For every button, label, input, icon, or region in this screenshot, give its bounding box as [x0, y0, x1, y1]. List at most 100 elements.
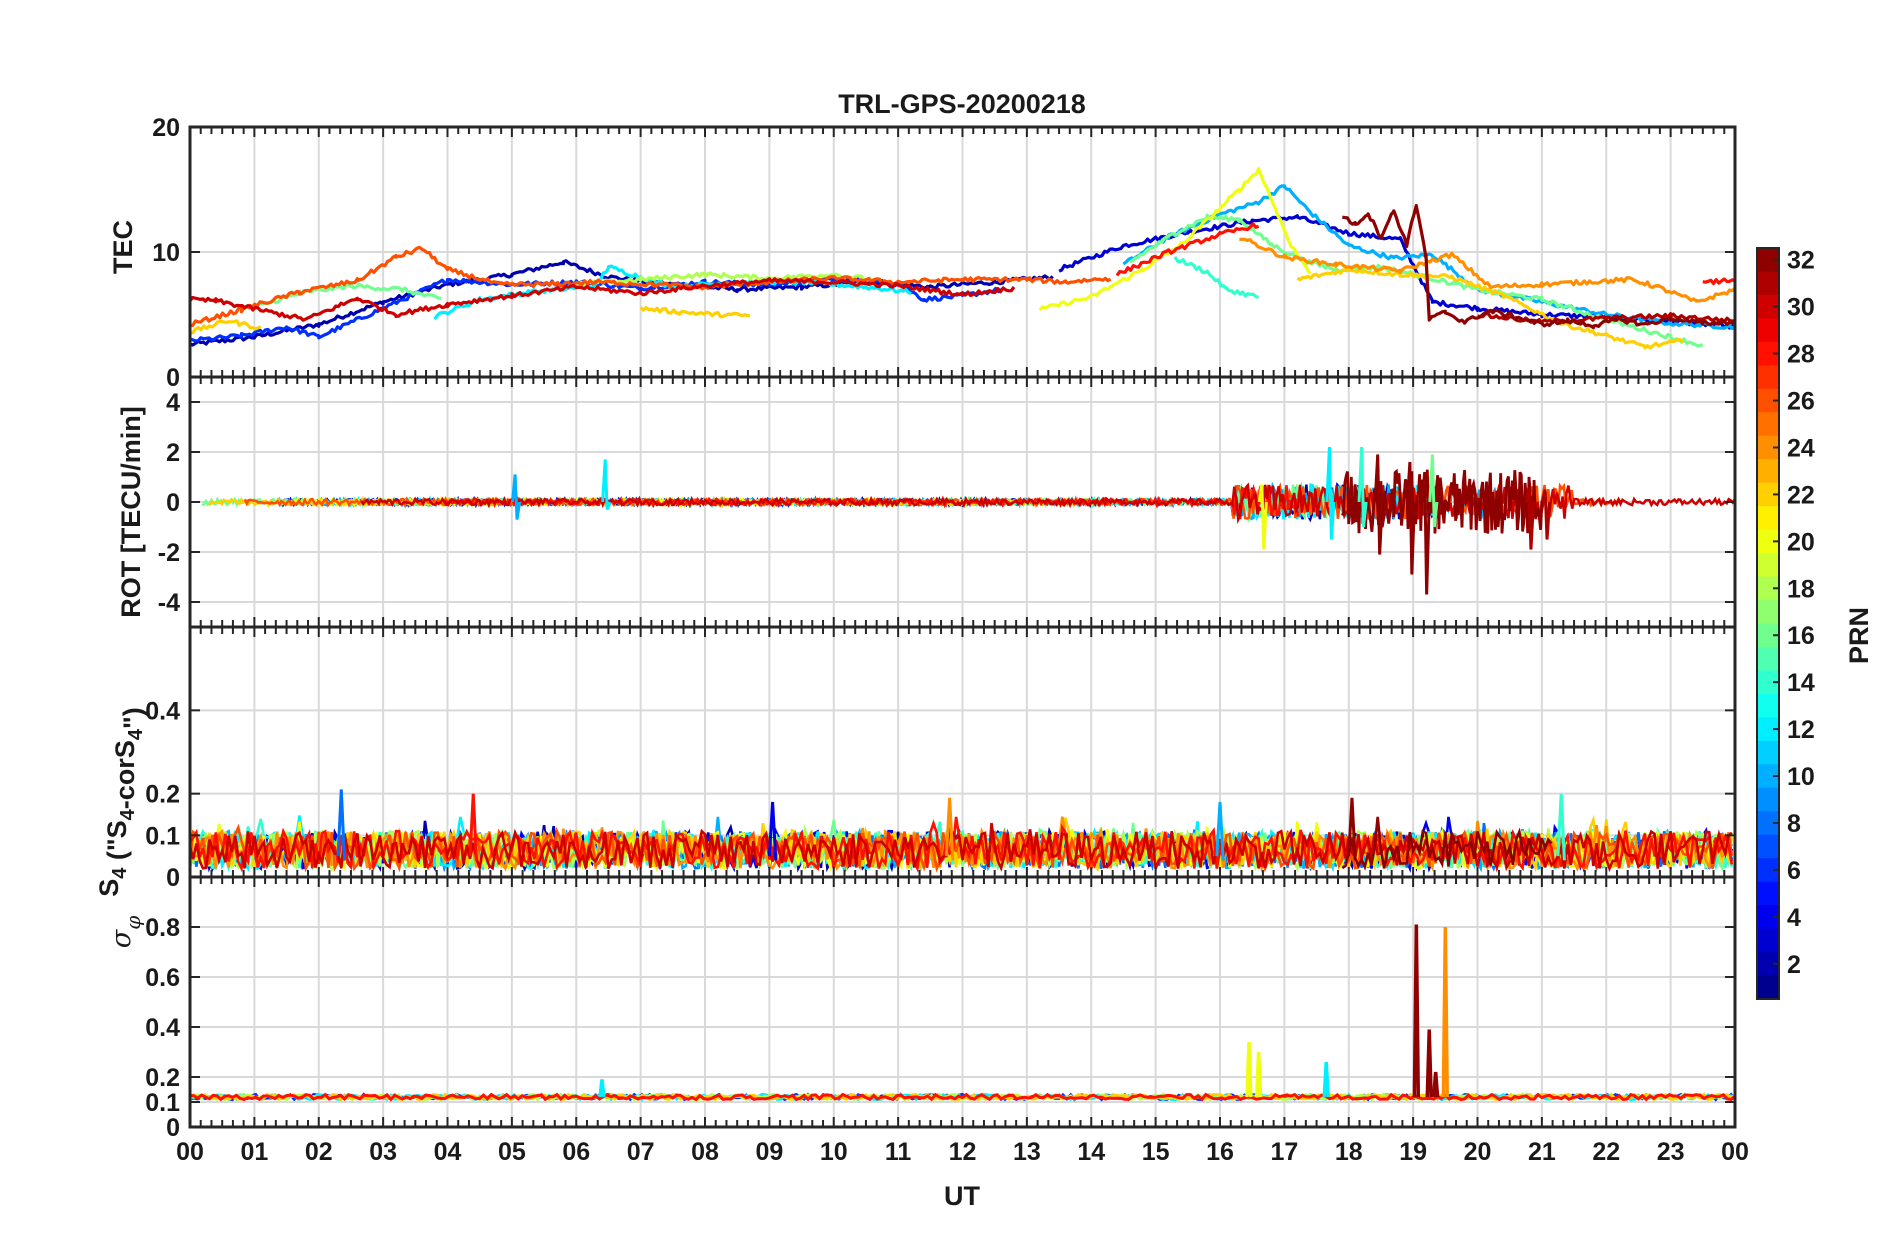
- x-tick-label: 04: [434, 1138, 462, 1166]
- s4-spike: [1215, 801, 1225, 861]
- rot-spike: [1405, 461, 1416, 575]
- colorbar-tick-label: 10: [1787, 763, 1815, 791]
- y-tick-label: 10: [152, 239, 180, 267]
- colorbar-swatch-13: [1757, 693, 1779, 718]
- colorbar-swatch-32: [1757, 248, 1779, 273]
- x-tick-label: 01: [240, 1138, 268, 1166]
- data-layer: [190, 789, 1734, 874]
- y-tick-label: 0: [166, 864, 180, 892]
- x-tick-label: 06: [562, 1138, 590, 1166]
- y-tick-label: -4: [158, 589, 180, 617]
- label-part: "): [118, 707, 148, 729]
- colorbar-swatch-10: [1757, 764, 1779, 789]
- colorbar-swatch-7: [1757, 834, 1779, 859]
- label-part: ("S: [102, 820, 132, 867]
- y-tick-label: 20: [152, 114, 180, 142]
- subscript: 4: [125, 728, 147, 740]
- x-tick-label: 13: [1013, 1138, 1041, 1166]
- series-prn-14: [1173, 255, 1259, 299]
- series-prn-22: [190, 266, 1685, 350]
- colorbar-tick-label: 30: [1787, 294, 1815, 322]
- y-tick-label: 0.2: [145, 781, 180, 809]
- y-tick-label: 0.1: [145, 822, 180, 850]
- colorbar-tick-label: 28: [1787, 341, 1815, 369]
- colorbar-tick-label: 14: [1787, 669, 1815, 697]
- y-tick-label: 0: [166, 364, 180, 392]
- s4-trace-prn-32: [1341, 816, 1553, 871]
- s4-spike: [1347, 797, 1357, 861]
- y-axis-label-tec: TEC: [108, 220, 138, 274]
- x-tick-label: 22: [1592, 1138, 1620, 1166]
- x-tick-label: 11: [885, 1138, 912, 1166]
- y-tick-label: -2: [158, 539, 180, 567]
- sigma-glyph: σ: [106, 928, 137, 948]
- y-axis-label-sigma-phi: σφ: [106, 916, 145, 948]
- x-tick-label: 03: [369, 1138, 397, 1166]
- rot-spike: [1524, 486, 1536, 550]
- rot-spike: [601, 459, 612, 510]
- x-tick-label: 18: [1335, 1138, 1363, 1166]
- y-tick-label: 2: [166, 439, 180, 467]
- rot-spike: [1325, 446, 1336, 540]
- y-tick-label: 4: [166, 389, 180, 417]
- series-prn-32: [1342, 203, 1735, 330]
- sigma-spike: [1412, 924, 1421, 1098]
- y-tick-label: 0.2: [145, 1064, 180, 1092]
- colorbar-tick-label: 18: [1787, 575, 1815, 603]
- colorbar-swatch-28: [1757, 341, 1779, 366]
- panel-sigma_phi: 00.10.20.40.60.8σφ: [106, 875, 1737, 1142]
- colorbar-tick-label: 32: [1787, 247, 1815, 275]
- colorbar-swatch-8: [1757, 811, 1779, 836]
- sigma-spike: [1322, 1061, 1330, 1098]
- rot-spike: [1541, 489, 1552, 540]
- series-prn-18: [575, 271, 874, 287]
- colorbar-swatch-24: [1757, 435, 1779, 460]
- x-tick-label: 08: [691, 1138, 719, 1166]
- y-tick-label: 0.4: [145, 697, 180, 725]
- s4-spike: [944, 797, 955, 861]
- y-tick-label: 0: [166, 489, 180, 517]
- data-layer: [190, 166, 1735, 350]
- colorbar-swatch-11: [1757, 740, 1779, 765]
- colorbar-swatch-5: [1757, 881, 1779, 906]
- colorbar-frame: [1756, 247, 1780, 1000]
- x-tick-label: 20: [1464, 1138, 1492, 1166]
- colorbar-tick-label: 8: [1787, 810, 1801, 838]
- x-tick-label: 12: [949, 1138, 977, 1166]
- x-tick-label: 15: [1142, 1138, 1170, 1166]
- colorbar-swatch-25: [1757, 412, 1779, 437]
- s4-spike: [1556, 793, 1566, 861]
- panel-rot: -4 -2 0 2 4 ROT [TECU/min]: [116, 375, 1737, 629]
- sigma-trace-prn-28: [190, 1092, 1735, 1102]
- colorbar-swatch-20: [1757, 529, 1779, 554]
- rot-spike: [511, 474, 522, 520]
- colorbar-tick-label: 12: [1787, 716, 1815, 744]
- rot-spike: [1373, 454, 1384, 555]
- colorbar-swatch-27: [1757, 365, 1779, 390]
- sigma-spike: [1425, 1029, 1433, 1098]
- rot-spike: [1357, 446, 1368, 528]
- y-tick-label: 0.1: [145, 1089, 180, 1117]
- colorbar-tick-label: 16: [1787, 622, 1815, 650]
- y-axis-label-s4: S4 ("S4-corS4"): [94, 707, 148, 897]
- s4-spike: [767, 801, 778, 861]
- x-axis-label: UT: [944, 1181, 980, 1211]
- s4-spike: [468, 793, 478, 861]
- series-prn-26: [190, 245, 1112, 328]
- colorbar-swatch-1: [1757, 975, 1779, 1000]
- colorbar-swatch-23: [1757, 459, 1779, 484]
- sigma-spike: [1441, 926, 1449, 1098]
- colorbar-tick-label: 6: [1787, 857, 1801, 885]
- panel-tec: 0 10 20 TEC: [108, 114, 1737, 392]
- colorbar-swatch-12: [1757, 717, 1779, 742]
- colorbar-swatch-31: [1757, 271, 1779, 296]
- y-tick-label: 0.6: [145, 964, 180, 992]
- colorbar-swatch-17: [1757, 600, 1779, 625]
- x-tick-label: 14: [1077, 1138, 1105, 1166]
- x-tick-label: 23: [1657, 1138, 1685, 1166]
- series-prn-28: [1115, 222, 1735, 286]
- colorbar-swatch-18: [1757, 576, 1779, 601]
